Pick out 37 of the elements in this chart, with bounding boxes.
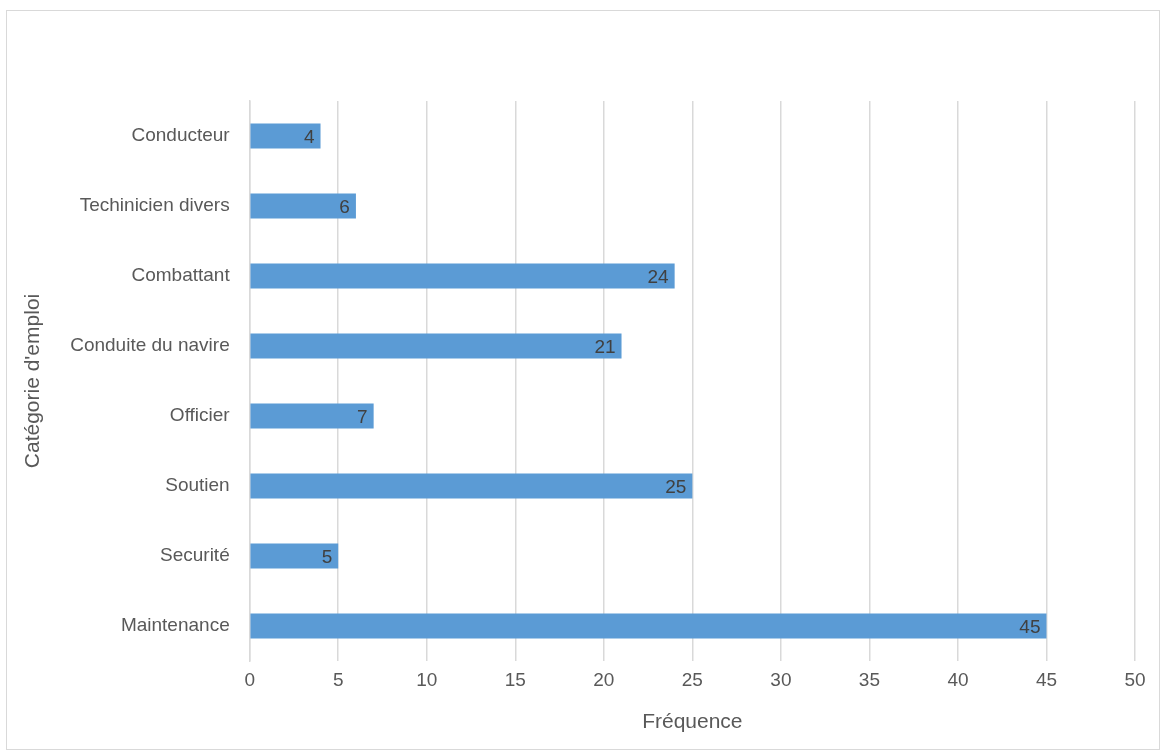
y-tick-label: Conducteur: [131, 124, 231, 146]
data-label: 21: [594, 336, 616, 358]
bar: [250, 263, 675, 289]
bar: [250, 333, 622, 359]
x-tick-label: 30: [770, 668, 792, 690]
x-tick-label: 50: [1124, 668, 1146, 690]
x-axis-title: Fréquence: [642, 709, 743, 733]
bar: [250, 543, 339, 569]
x-tick-label: 20: [593, 668, 615, 690]
x-tick-label: 5: [332, 668, 344, 690]
y-tick-label: Conduite du navire: [70, 334, 230, 356]
y-axis-title: Catégorie d'emploi: [20, 293, 44, 469]
data-label: 4: [303, 126, 315, 148]
x-tick-label: 35: [858, 668, 880, 690]
x-tick-label: 40: [947, 668, 969, 690]
data-label: 45: [1019, 616, 1041, 638]
y-tick-label: Techinicien divers: [79, 194, 230, 216]
x-tick-label: 25: [681, 668, 703, 690]
x-tick-label: 0: [244, 668, 255, 690]
x-tick-label: 45: [1035, 668, 1058, 690]
x-tick-label: 15: [504, 668, 526, 690]
data-label: 24: [647, 266, 670, 288]
data-label: 7: [357, 406, 368, 428]
y-tick-label: Maintenance: [120, 614, 230, 636]
y-tick-label: Soutien: [165, 474, 230, 496]
y-tick-label: Combattant: [131, 264, 231, 286]
bar: [250, 473, 693, 499]
y-tick-label: Securité: [159, 544, 230, 566]
y-tick-label: Officier: [169, 404, 231, 426]
bar: [250, 613, 1047, 639]
x-tick-label: 10: [416, 668, 438, 690]
data-label: 25: [665, 476, 687, 498]
data-label: 6: [339, 196, 350, 218]
data-label: 5: [321, 546, 333, 568]
bar: [250, 193, 356, 219]
bar: [250, 403, 374, 429]
bar: [250, 123, 321, 149]
